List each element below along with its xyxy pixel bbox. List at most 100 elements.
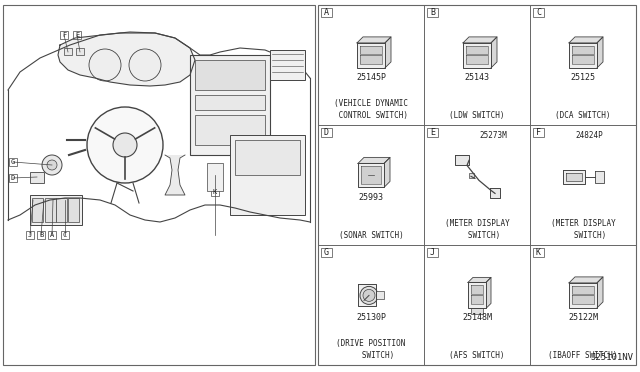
Text: G: G (324, 248, 329, 257)
Text: (SONAR SWITCH): (SONAR SWITCH) (339, 231, 403, 240)
Polygon shape (569, 37, 603, 43)
Polygon shape (360, 55, 382, 64)
Bar (9, 158, 17, 166)
Bar (56, 198, 67, 222)
Bar (195, 95, 265, 110)
Bar (427, 248, 438, 257)
Text: F: F (536, 128, 541, 137)
Polygon shape (471, 285, 483, 294)
Text: 25130P: 25130P (356, 313, 386, 323)
Bar (73, 31, 81, 39)
Text: 25148M: 25148M (462, 313, 492, 323)
Text: C: C (536, 8, 541, 17)
Bar (469, 173, 474, 179)
Bar (30, 195, 82, 225)
Bar (376, 291, 384, 299)
Bar (427, 128, 438, 137)
Bar (195, 115, 265, 145)
Text: J: J (430, 248, 435, 257)
Text: F: F (62, 32, 66, 38)
Bar (32, 198, 43, 222)
Bar (64, 48, 72, 55)
Bar (61, 231, 69, 239)
Polygon shape (566, 173, 582, 182)
Polygon shape (360, 46, 382, 54)
Polygon shape (466, 46, 488, 54)
Text: D: D (324, 128, 329, 137)
Circle shape (360, 286, 378, 304)
Polygon shape (572, 55, 594, 64)
Text: E: E (430, 128, 435, 137)
Text: 25125: 25125 (570, 73, 595, 83)
Polygon shape (468, 282, 486, 308)
Polygon shape (358, 285, 376, 307)
Text: A: A (50, 232, 54, 238)
Circle shape (42, 155, 62, 175)
Circle shape (89, 49, 121, 81)
Polygon shape (572, 286, 594, 294)
Bar (45, 198, 56, 222)
Polygon shape (357, 37, 391, 43)
Text: (DRIVE POSITION
   SWITCH): (DRIVE POSITION SWITCH) (336, 339, 406, 360)
Circle shape (87, 107, 163, 183)
Circle shape (113, 133, 137, 157)
Bar (235, 140, 300, 175)
Bar (76, 48, 84, 55)
Polygon shape (385, 37, 391, 68)
Polygon shape (491, 37, 497, 68)
Text: K: K (213, 189, 217, 195)
Bar (195, 60, 265, 90)
Bar (3, 5, 315, 365)
Text: (VEHICLE DYNAMIC
 CONTROL SWITCH): (VEHICLE DYNAMIC CONTROL SWITCH) (334, 99, 408, 120)
Polygon shape (358, 163, 384, 187)
Polygon shape (466, 55, 488, 64)
Polygon shape (361, 166, 381, 185)
Text: 25122M: 25122M (568, 313, 598, 323)
Polygon shape (595, 171, 604, 183)
Bar (321, 8, 332, 17)
Polygon shape (563, 170, 585, 185)
Text: (AFS SWITCH): (AFS SWITCH) (449, 351, 505, 360)
Circle shape (129, 49, 161, 81)
Polygon shape (463, 37, 497, 43)
Polygon shape (569, 277, 603, 283)
Bar (533, 248, 544, 257)
Bar (321, 128, 332, 137)
Polygon shape (58, 33, 195, 86)
Text: (IBAOFF SWITCH): (IBAOFF SWITCH) (548, 351, 618, 360)
Bar (68, 198, 79, 222)
Text: D: D (11, 175, 15, 181)
Bar (37, 231, 45, 239)
Text: (METER DISPLAY
   SWITCH): (METER DISPLAY SWITCH) (445, 219, 509, 240)
Polygon shape (490, 188, 500, 198)
Polygon shape (597, 277, 603, 308)
Polygon shape (572, 46, 594, 54)
Text: (DCA SWITCH): (DCA SWITCH) (556, 111, 611, 120)
Polygon shape (471, 295, 483, 304)
Bar (230, 135, 305, 215)
Text: C: C (63, 232, 67, 238)
Circle shape (47, 160, 57, 170)
Polygon shape (569, 43, 597, 68)
Polygon shape (358, 157, 390, 163)
Text: 25993: 25993 (358, 193, 383, 202)
Polygon shape (384, 157, 390, 187)
Text: 25273M: 25273M (479, 131, 507, 140)
Text: (METER DISPLAY
   SWITCH): (METER DISPLAY SWITCH) (550, 219, 616, 240)
Text: E: E (75, 32, 79, 38)
Bar (26, 231, 34, 239)
Text: 25145P: 25145P (356, 73, 386, 83)
Polygon shape (165, 155, 185, 195)
Text: 24824P: 24824P (575, 131, 603, 140)
Polygon shape (572, 295, 594, 304)
Bar (533, 128, 544, 137)
Polygon shape (357, 43, 385, 68)
Polygon shape (463, 43, 491, 68)
Bar (318, 5, 636, 365)
Polygon shape (486, 278, 491, 308)
Text: 25143: 25143 (465, 73, 490, 83)
Bar (190, 55, 270, 155)
Bar (471, 308, 483, 314)
Bar (60, 31, 68, 39)
Bar (48, 231, 56, 239)
